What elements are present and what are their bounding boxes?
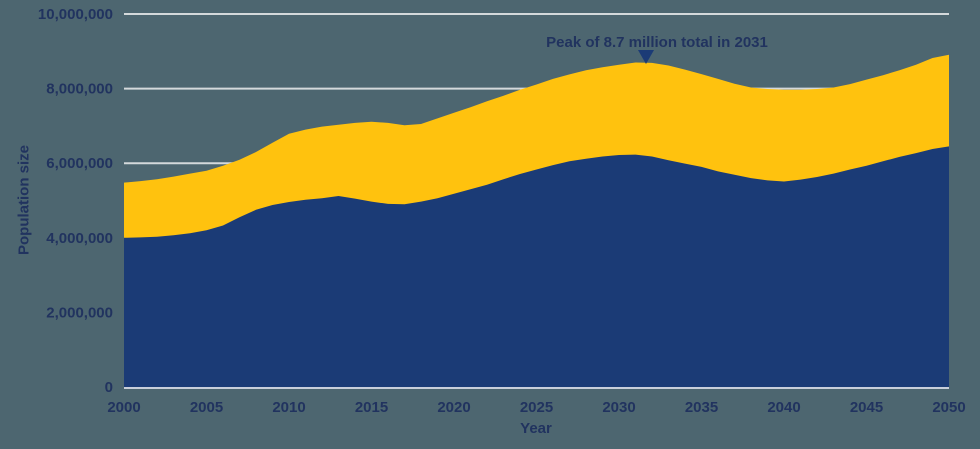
x-tick-label: 2030 [602, 399, 635, 416]
peak-marker-triangle-down-icon [638, 50, 654, 64]
y-tick-label: 8,000,000 [46, 81, 113, 98]
x-tick-label: 2050 [932, 399, 965, 416]
y-tick-label: 0 [105, 379, 113, 396]
x-tick-label: 2010 [272, 399, 305, 416]
x-tick-label: 2020 [437, 399, 470, 416]
x-tick-label: 2035 [685, 399, 718, 416]
x-tick-label: 2025 [520, 399, 553, 416]
y-tick-label: 2,000,000 [46, 304, 113, 321]
y-tick-label: 4,000,000 [46, 230, 113, 247]
y-tick-label: 10,000,000 [38, 6, 113, 23]
x-tick-label: 2015 [355, 399, 388, 416]
y-axis-title: Population size [15, 144, 33, 256]
tick-labels: 0 2,000,000 4,000,000 6,000,000 8,000,000 10,… [38, 6, 966, 416]
y-tick-label: 6,000,000 [46, 155, 113, 172]
x-tick-label: 2045 [850, 399, 883, 416]
x-axis-title: Year [520, 420, 552, 437]
x-tick-label: 2005 [190, 399, 223, 416]
x-tick-label: 2000 [107, 399, 140, 416]
peak-annotation-text: Peak of 8.7 million total in 2031 [546, 34, 768, 51]
area-series [124, 54, 949, 387]
area-navy-lower-band [124, 146, 949, 387]
x-tick-label: 2040 [767, 399, 800, 416]
